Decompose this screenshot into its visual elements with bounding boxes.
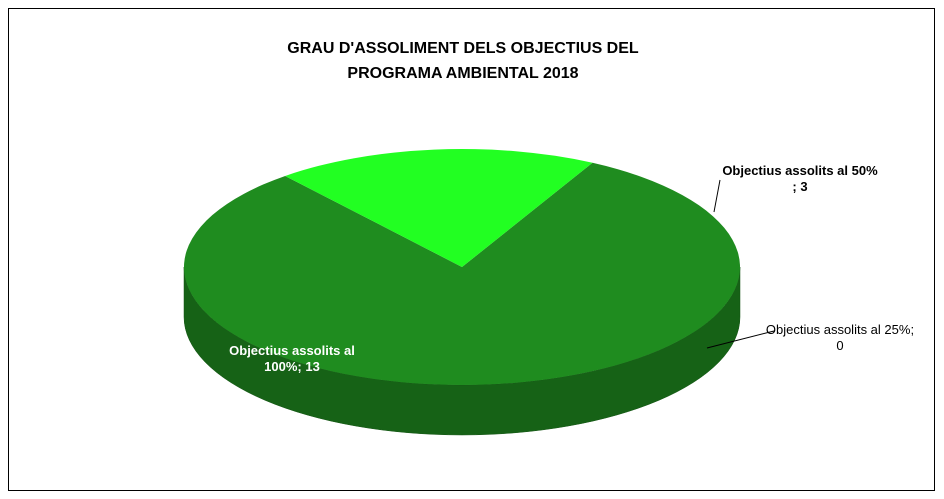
pie-slice xyxy=(285,148,593,267)
label-value: ; 0 xyxy=(836,322,915,353)
label-value: ; 13 xyxy=(297,359,320,374)
data-label: Objectius assolits al 50% ; 3 xyxy=(722,163,878,195)
leader-line xyxy=(713,179,721,213)
label-category: Objectius assolits al 50% xyxy=(722,163,878,178)
label-value: ; 3 xyxy=(792,179,808,194)
pie-slice xyxy=(184,162,741,386)
label-category: Objectius assolits al 25% xyxy=(765,322,911,337)
label-category: Objectius assolits al 100% xyxy=(229,343,355,374)
data-label: Objectius assolits al 25%; 0 xyxy=(762,322,918,354)
data-label: Objectius assolits al 100%; 13 xyxy=(214,343,370,375)
pie-tops xyxy=(184,148,741,386)
chart-title: GRAU D'ASSOLIMENT DELS OBJECTIUS DEL PRO… xyxy=(287,40,639,82)
leader-line xyxy=(706,330,775,349)
